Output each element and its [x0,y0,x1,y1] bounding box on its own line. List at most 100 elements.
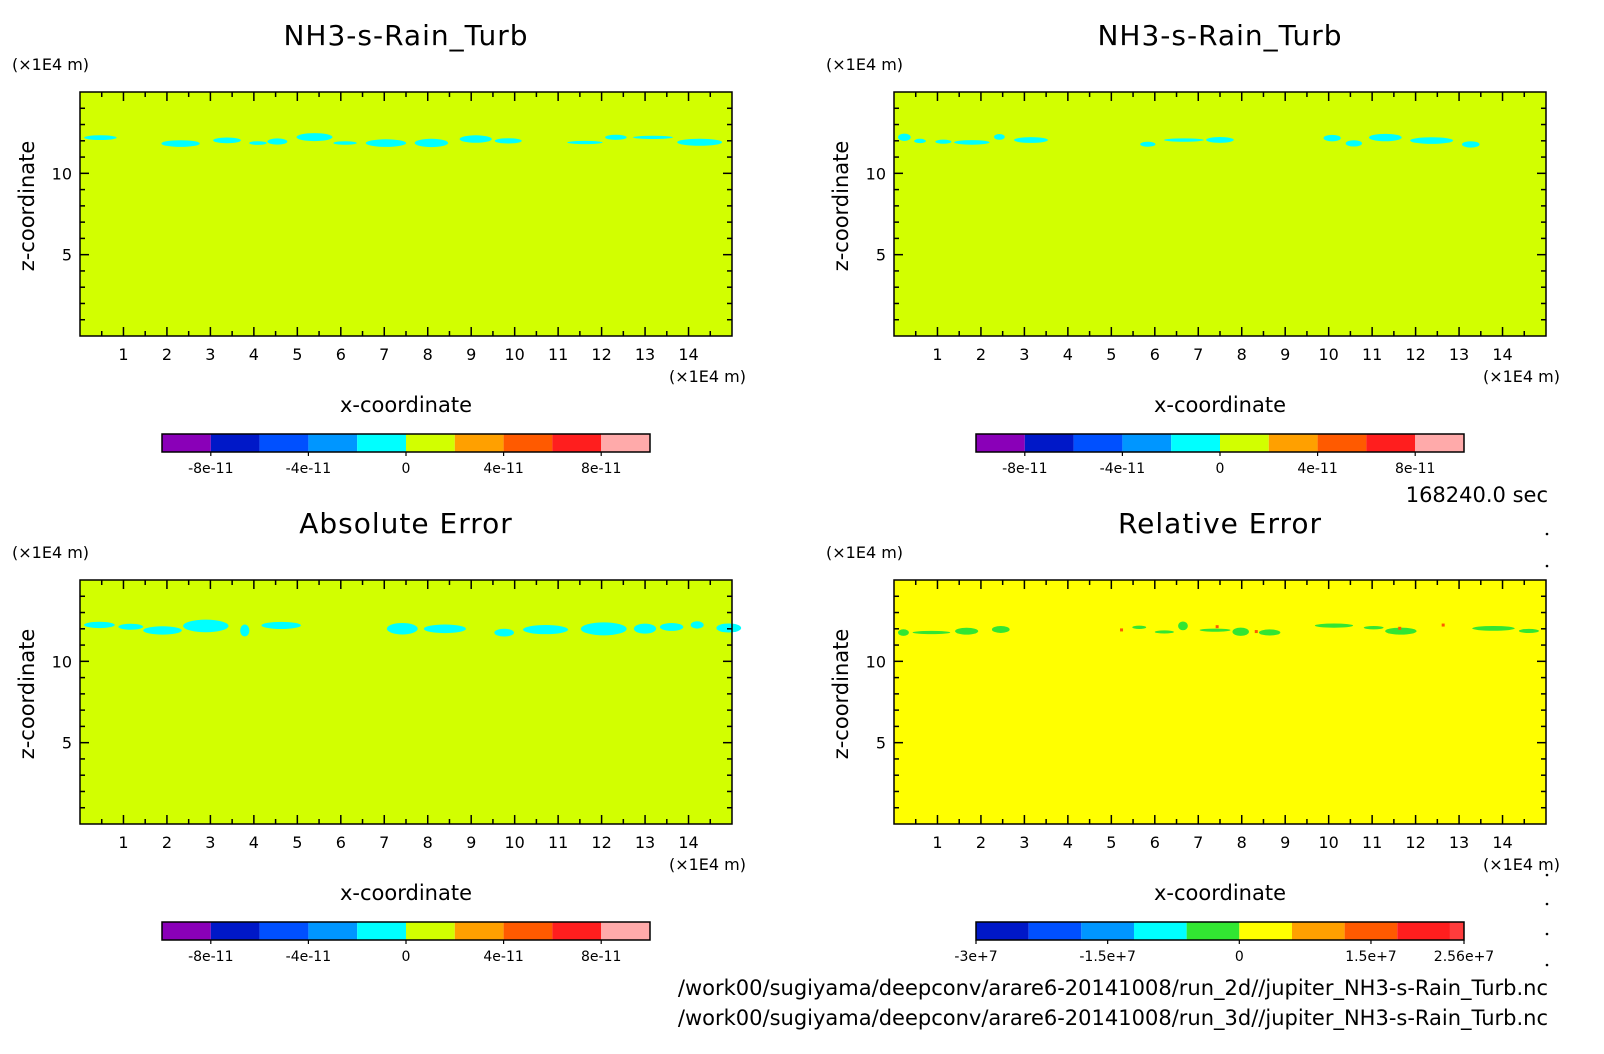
x-tick-label: 7 [379,345,389,364]
field-blob [935,139,952,144]
z-tick-label: 10 [866,652,886,671]
field-blob [267,138,288,145]
colorbar-tick-label: -4e-11 [1100,461,1145,477]
edge-dots [1545,532,1549,967]
field-blob [898,133,911,141]
x-tick-label: 11 [548,345,568,364]
field-blob [1178,621,1188,631]
field-blob [993,134,1005,140]
chart-title: NH3-s-Rain_Turb [1097,19,1342,52]
colorbar-swatch [259,922,309,940]
z-tick-label: 5 [876,246,886,265]
field-blob [659,623,684,631]
field-blob [1398,626,1402,630]
z-tick-label: 5 [876,734,886,753]
x-tick-label: 13 [1449,833,1469,852]
colorbar-swatch [406,434,455,452]
colorbar-swatch [1397,922,1450,940]
x-unit-label: (×1E4 m) [1483,855,1560,874]
x-tick-label: 1 [118,833,128,852]
colorbar-tick-label: -4e-11 [286,949,331,965]
colorbar: -8e-11 -4e-11 0 4e-11 8e-11 [975,433,1465,477]
colorbar-swatch [210,434,260,452]
chart-panel-3: Absolute Error(×1E4 m)1 2 3 4 5 6 7 8 9 10 11 12 13 1… [12,507,746,965]
colorbar-swatch [308,434,358,452]
colorbar-swatch [1239,922,1292,940]
x-unit-label: (×1E4 m) [669,367,746,386]
field-blob [1258,629,1281,636]
x-tick-label: 1 [932,345,942,364]
x-axis-label: x-coordinate [340,393,472,417]
colorbar-swatch [601,434,650,452]
field-blob [1154,630,1174,634]
z-tick-label: 10 [52,652,72,671]
field-blob [914,138,926,144]
colorbar-swatch [259,434,309,452]
x-tick-label: 8 [423,833,433,852]
colorbar-frame [975,921,1465,941]
colorbar: -8e-11 -4e-11 0 4e-11 8e-11 [161,433,651,477]
z-tick-label: 5 [62,246,72,265]
colorbar-swatch [1366,434,1416,452]
field-blob [1254,630,1258,634]
field-blob [143,626,182,635]
x-tick-label: 10 [504,833,524,852]
x-tick-label: 14 [678,833,698,852]
z-axis-label: z-coordinate [15,629,39,760]
field-blob [1441,623,1445,627]
x-tick-label: 2 [976,833,986,852]
colorbar-swatch [454,434,504,452]
field-blob [1163,138,1204,142]
field-blob [240,624,250,637]
field-blob [1206,137,1234,143]
colorbar-tick-label: -1.5e+7 [1079,949,1136,965]
x-tick-label: 7 [379,833,389,852]
field-blob [1120,628,1124,632]
chart-panel-4: Relative Error(×1E4 m)1 2 3 4 5 6 7 8 9 10 11 12 13 1… [826,507,1560,965]
colorbar-swatch [1317,434,1367,452]
field-blob [459,135,492,143]
colorbar-tick-label: -8e-11 [1002,461,1047,477]
colorbar-swatch [1024,434,1074,452]
x-tick-label: 9 [466,345,476,364]
colorbar-swatch [1268,434,1318,452]
colorbar-tick-label: 0 [1216,461,1225,477]
field-blob [1345,140,1363,147]
x-tick-label: 5 [292,833,302,852]
time-label: 168240.0 sec [1406,483,1548,507]
x-tick-label: 6 [1150,833,1160,852]
field-blob [1462,141,1480,148]
x-tick-label: 9 [1280,833,1290,852]
field-blob [161,140,200,147]
plot-area [894,92,1546,336]
x-tick-label: 11 [548,833,568,852]
colorbar-swatch [1186,922,1240,940]
x-tick-label: 8 [1237,833,1247,852]
colorbar-swatch [1171,434,1220,452]
x-axis-label: x-coordinate [1154,881,1286,905]
x-tick-label: 1 [118,345,128,364]
z-unit-label: (×1E4 m) [826,55,903,74]
x-tick-label: 3 [1019,833,1029,852]
field-blob [1132,625,1147,629]
x-tick-label: 7 [1193,833,1203,852]
x-tick-label: 12 [591,833,611,852]
x-tick-label: 12 [1405,833,1425,852]
z-unit-label: (×1E4 m) [826,543,903,562]
colorbar-swatch [1122,434,1172,452]
field-blob [1314,623,1354,628]
colorbar-tick-label: -3e+7 [954,949,997,965]
x-tick-label: 9 [1280,345,1290,364]
field-blob [118,623,144,630]
x-axis-label: x-coordinate [340,881,472,905]
field-blob [333,141,357,145]
field-blob [261,621,302,629]
field-blob [567,140,603,145]
x-tick-label: 10 [1318,833,1338,852]
colorbar-tick-label: 4e-11 [1297,461,1337,477]
x-tick-label: 4 [249,345,259,364]
z-unit-label: (×1E4 m) [12,543,89,562]
colorbar-swatch [1291,922,1345,940]
z-unit-label: (×1E4 m) [12,55,89,74]
x-tick-label: 10 [504,345,524,364]
